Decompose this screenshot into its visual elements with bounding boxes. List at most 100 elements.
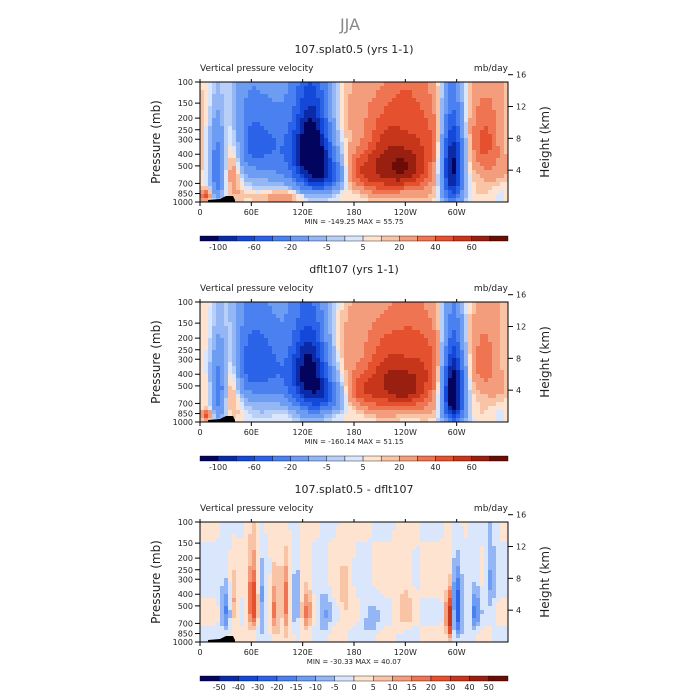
contour-cell <box>344 106 349 111</box>
contour-cell <box>208 138 213 143</box>
contour-cell <box>360 526 365 531</box>
contour-cell <box>496 102 501 107</box>
contour-cell <box>244 390 249 395</box>
contour-cell <box>204 366 209 371</box>
contour-cell <box>404 94 409 99</box>
contour-cell <box>460 166 465 171</box>
contour-cell <box>464 110 469 115</box>
contour-cell <box>452 346 457 351</box>
contour-cell <box>480 374 485 379</box>
contour-cell <box>372 138 377 143</box>
contour-cell <box>368 86 373 91</box>
contour-cell <box>416 390 421 395</box>
contour-cell <box>308 402 313 407</box>
contour-cell <box>340 194 345 199</box>
contour-cell <box>396 394 401 399</box>
contour-cell <box>212 398 217 403</box>
contour-cell <box>452 330 457 335</box>
contour-cell <box>280 142 285 147</box>
contour-cell <box>368 126 373 131</box>
contour-cell <box>480 406 485 411</box>
contour-cell <box>336 122 341 127</box>
contour-cell <box>380 170 385 175</box>
contour-cell <box>400 162 405 167</box>
contour-cell <box>420 334 425 339</box>
contour-cell <box>368 342 373 347</box>
contour-cell <box>368 154 373 159</box>
contour-cell <box>476 150 481 155</box>
contour-cell <box>408 198 413 203</box>
contour-cell <box>464 322 469 327</box>
contour-cell <box>268 526 273 531</box>
contour-cell <box>456 130 461 135</box>
contour-cell <box>416 126 421 131</box>
contour-cell <box>340 382 345 387</box>
contour-cell <box>372 86 377 91</box>
contour-cell <box>348 94 353 99</box>
contour-cell <box>420 398 425 403</box>
contour-cell <box>360 126 365 131</box>
contour-cell <box>392 414 397 419</box>
contour-cell <box>444 122 449 127</box>
contour-cell <box>200 134 205 139</box>
contour-cell <box>216 194 221 199</box>
contour-cell <box>308 178 313 183</box>
contour-cell <box>336 370 341 375</box>
contour-cell <box>384 378 389 383</box>
contour-cell <box>448 98 453 103</box>
contour-cell <box>396 362 401 367</box>
contour-cell <box>428 138 433 143</box>
contour-cell <box>268 170 273 175</box>
contour-cell <box>272 314 277 319</box>
contour-cell <box>288 382 293 387</box>
contour-cell <box>480 198 485 203</box>
y2-tick-label: 16 <box>516 71 526 80</box>
contour-cell <box>304 110 309 115</box>
contour-cell <box>256 362 261 367</box>
contour-cell <box>224 374 229 379</box>
contour-cell <box>288 318 293 323</box>
contour-cell <box>280 310 285 315</box>
contour-cell <box>312 198 317 203</box>
contour-cell <box>264 322 269 327</box>
contour-cell <box>224 378 229 383</box>
contour-cell <box>432 318 437 323</box>
contour-cell <box>436 170 441 175</box>
contour-cell <box>200 334 205 339</box>
contour-cell <box>200 410 205 415</box>
contour-cell <box>440 114 445 119</box>
contour-cell <box>440 130 445 135</box>
contour-cell <box>468 186 473 191</box>
contour-cell <box>352 406 357 411</box>
contour-cell <box>348 390 353 395</box>
contour-cell <box>452 150 457 155</box>
contour-cell <box>312 154 317 159</box>
contour-cell <box>348 346 353 351</box>
contour-cell <box>408 110 413 115</box>
contour-cell <box>412 394 417 399</box>
contour-cell <box>208 362 213 367</box>
contour-cell <box>264 194 269 199</box>
contour-cell <box>308 306 313 311</box>
contour-cell <box>352 354 357 359</box>
contour-cell <box>488 142 493 147</box>
contour-cell <box>212 366 217 371</box>
contour-cell <box>236 142 241 147</box>
contour-cell <box>336 322 341 327</box>
contour-cell <box>284 406 289 411</box>
contour-cell <box>484 178 489 183</box>
contour-cell <box>284 122 289 127</box>
contour-cell <box>424 358 429 363</box>
contour-cell <box>392 394 397 399</box>
contour-cell <box>240 386 245 391</box>
contour-cell <box>460 198 465 203</box>
contour-cell <box>292 138 297 143</box>
contour-cell <box>252 130 257 135</box>
contour-cell <box>448 394 453 399</box>
contour-cell <box>280 530 285 535</box>
contour-cell <box>252 106 257 111</box>
contour-cell <box>336 166 341 171</box>
contour-cell <box>336 318 341 323</box>
contour-cell <box>428 190 433 195</box>
contour-cell <box>364 390 369 395</box>
